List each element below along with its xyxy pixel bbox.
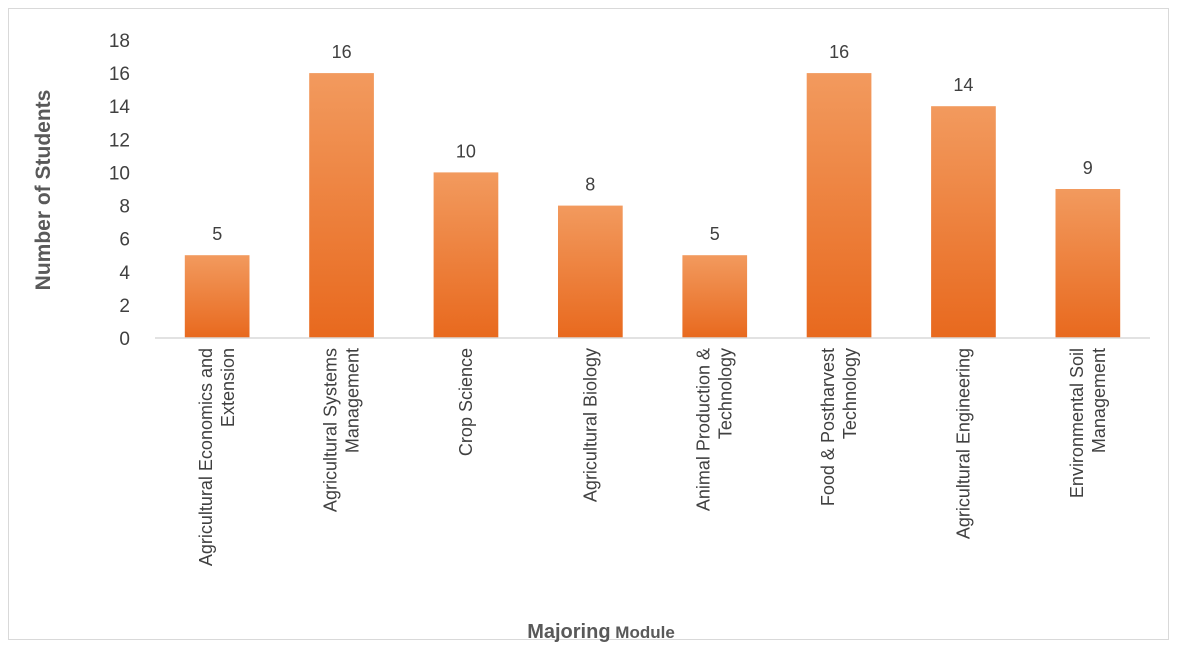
x-tick-label-line: Crop Science (456, 348, 476, 456)
x-tick-label: Environmental Soil Management (1067, 348, 1109, 498)
x-axis-title-rest: Module (611, 623, 675, 642)
data-label: 9 (1083, 158, 1093, 178)
x-tick-label-line: Extension (218, 348, 238, 427)
x-tick-label-line: Agricultural Engineering (953, 348, 973, 539)
data-label: 10 (456, 141, 476, 161)
x-tick-label: Agricultural Economics and Extension (196, 348, 238, 566)
x-tick-label: Agricultural Biology (580, 348, 600, 502)
y-tick-label: 6 (119, 230, 130, 251)
x-tick-label-line: Agricultural Systems (321, 348, 341, 512)
y-tick-label: 18 (109, 31, 130, 52)
bars (184, 73, 1121, 338)
bar (1055, 189, 1121, 338)
bar (806, 73, 872, 338)
x-tick-label: Agricultural Systems Management (321, 348, 363, 512)
x-tick-label: Crop Science (456, 348, 476, 456)
y-tick-label: 14 (109, 97, 131, 118)
y-tick-label: 0 (119, 329, 130, 350)
y-tick-label: 4 (119, 263, 130, 284)
y-tick-label: 10 (109, 163, 130, 184)
y-axis-ticks: 0 2 4 6 8 10 12 14 16 18 (109, 31, 131, 350)
data-label: 16 (829, 42, 849, 62)
x-axis-title: Majoring Module (527, 621, 675, 643)
x-tick-label-line: Management (343, 348, 363, 453)
bar (682, 255, 748, 338)
x-tick-label-line: Management (1089, 348, 1109, 453)
bar (184, 255, 250, 338)
x-tick-label: Animal Production & Technology (694, 348, 736, 511)
x-axis-title-main: Majoring (527, 621, 610, 643)
y-tick-label: 12 (109, 130, 130, 151)
data-label: 5 (710, 224, 720, 244)
x-tick-label-line: Environmental Soil (1067, 348, 1087, 498)
x-tick-label-line: Food & Postharvest (818, 348, 838, 506)
data-labels: 5 16 10 8 5 16 14 9 (212, 42, 1093, 244)
bar (309, 73, 374, 338)
bar (433, 172, 499, 338)
data-label: 16 (332, 42, 352, 62)
y-tick-label: 16 (109, 64, 130, 85)
x-tick-label: Food & Postharvest Technology (818, 348, 860, 506)
x-tick-label-line: Technology (716, 348, 736, 439)
data-label: 14 (953, 75, 973, 95)
x-tick-label-line: Agricultural Economics and (196, 348, 216, 566)
x-tick-label-line: Technology (840, 348, 860, 439)
x-tick-label-line: Agricultural Biology (580, 348, 600, 502)
bar (558, 205, 623, 338)
y-tick-label: 8 (119, 197, 130, 218)
data-label: 8 (585, 175, 595, 195)
category-labels: Agricultural Economics and Extension Agric… (196, 348, 1109, 566)
y-tick-label: 2 (119, 296, 130, 317)
y-axis-title: Number of Students (32, 90, 55, 291)
x-tick-label: Agricultural Engineering (953, 348, 973, 539)
bar (931, 106, 996, 338)
x-tick-label-line: Animal Production & (694, 348, 714, 511)
data-label: 5 (212, 224, 222, 244)
